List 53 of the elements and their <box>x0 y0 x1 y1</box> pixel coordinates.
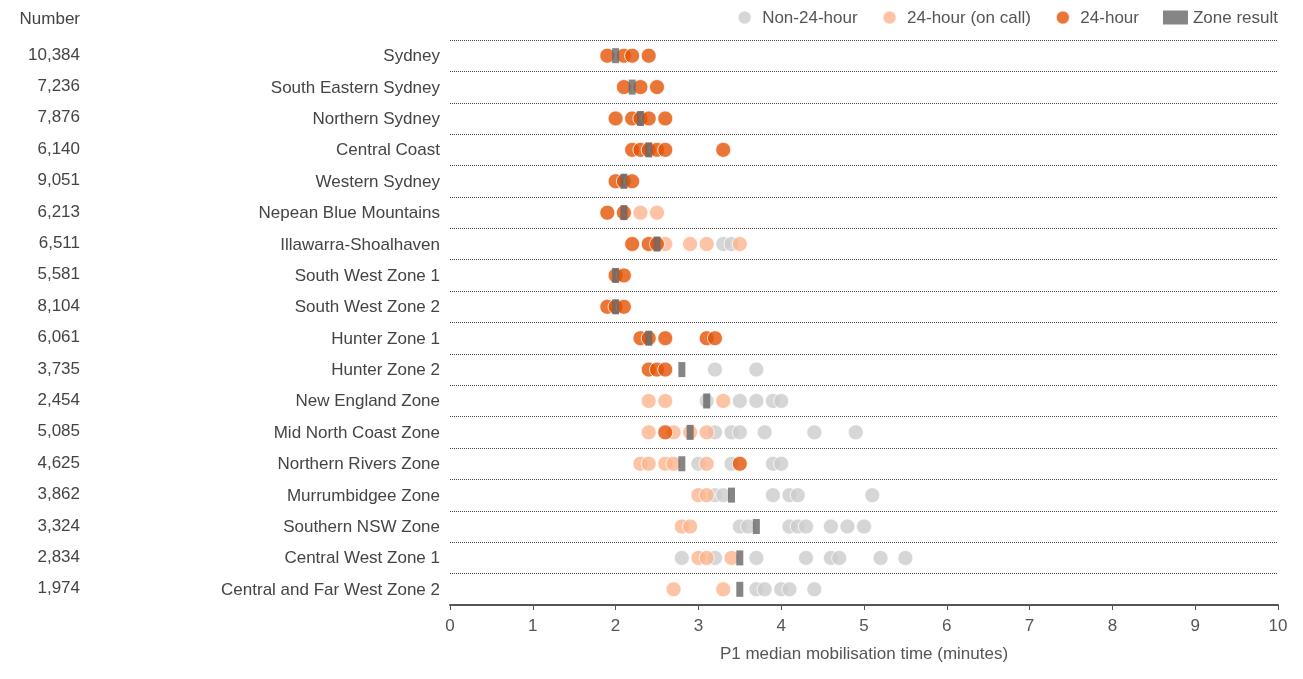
x-tick-label: 1 <box>528 616 538 635</box>
x-tick-label: 7 <box>1024 616 1035 635</box>
x-axis-title: P1 median mobilisation time (minutes) <box>719 644 1009 663</box>
y-tick-label: Northern Sydney <box>312 108 441 128</box>
text: 7,876 <box>37 107 80 127</box>
y-tick-label: Sydney <box>383 46 441 66</box>
y-tick-label: Central Coast <box>336 140 441 160</box>
x-tick-label: 3 <box>693 616 704 635</box>
legend-label: Non-24-hour <box>762 8 858 27</box>
y-tick-label: South Eastern Sydney <box>270 77 441 97</box>
y-tick-label: Northern Rivers Zone <box>277 454 440 474</box>
legend-label: 24-hour (on call) <box>907 8 1031 27</box>
text: 6,061 <box>37 327 80 347</box>
x-tick-label: 8 <box>1107 616 1118 635</box>
legend-label: 24-hour <box>1080 8 1140 27</box>
text: 4,625 <box>37 452 80 472</box>
text: 6,511 <box>38 233 80 253</box>
text: 5,581 <box>37 264 80 284</box>
legend-label: Zone result <box>1192 8 1279 27</box>
y-tick-label: Illawarra-Shoalhaven <box>280 234 440 254</box>
y-tick-label: South West Zone 1 <box>294 265 440 285</box>
text: 3,324 <box>37 515 80 535</box>
text: Number <box>19 9 81 28</box>
text: 7,236 <box>37 76 80 96</box>
text: 10,384 <box>28 44 80 64</box>
x-tick-label: 0 <box>445 616 455 635</box>
y-tick-label: Central West Zone 1 <box>284 548 440 568</box>
text: 3,862 <box>37 484 80 504</box>
x-tick-label: 10 <box>1268 616 1288 635</box>
y-tick-label: Mid North Coast Zone <box>273 422 440 442</box>
y-tick-label: Central and Far West Zone 2 <box>221 579 440 599</box>
y-tick-label: Murrumbidgee Zone <box>286 485 440 505</box>
text: 8,104 <box>37 295 80 315</box>
x-tick-label: 9 <box>1190 616 1200 635</box>
text: 6,140 <box>37 138 80 158</box>
x-tick-label: 5 <box>859 616 869 635</box>
text: 5,085 <box>37 421 80 441</box>
text: 9,051 <box>37 170 80 190</box>
y-tick-label: Western Sydney <box>315 171 441 191</box>
y-tick-label: South West Zone 2 <box>294 297 440 317</box>
text: 3,735 <box>37 358 80 378</box>
text: 1,974 <box>37 578 80 598</box>
x-tick-label: 2 <box>610 616 621 635</box>
text: 2,834 <box>37 546 80 566</box>
y-tick-label: Nepean Blue Mountains <box>258 203 440 223</box>
text: 2,454 <box>37 389 80 409</box>
x-tick-label: 4 <box>776 616 786 635</box>
y-tick-label: Southern NSW Zone <box>283 517 440 537</box>
x-tick-label: 6 <box>942 616 952 635</box>
y-tick-label: Hunter Zone 2 <box>331 360 440 380</box>
y-tick-label: Hunter Zone 1 <box>331 328 440 348</box>
text: 6,213 <box>37 201 80 221</box>
y-tick-label: New England Zone <box>295 391 440 411</box>
